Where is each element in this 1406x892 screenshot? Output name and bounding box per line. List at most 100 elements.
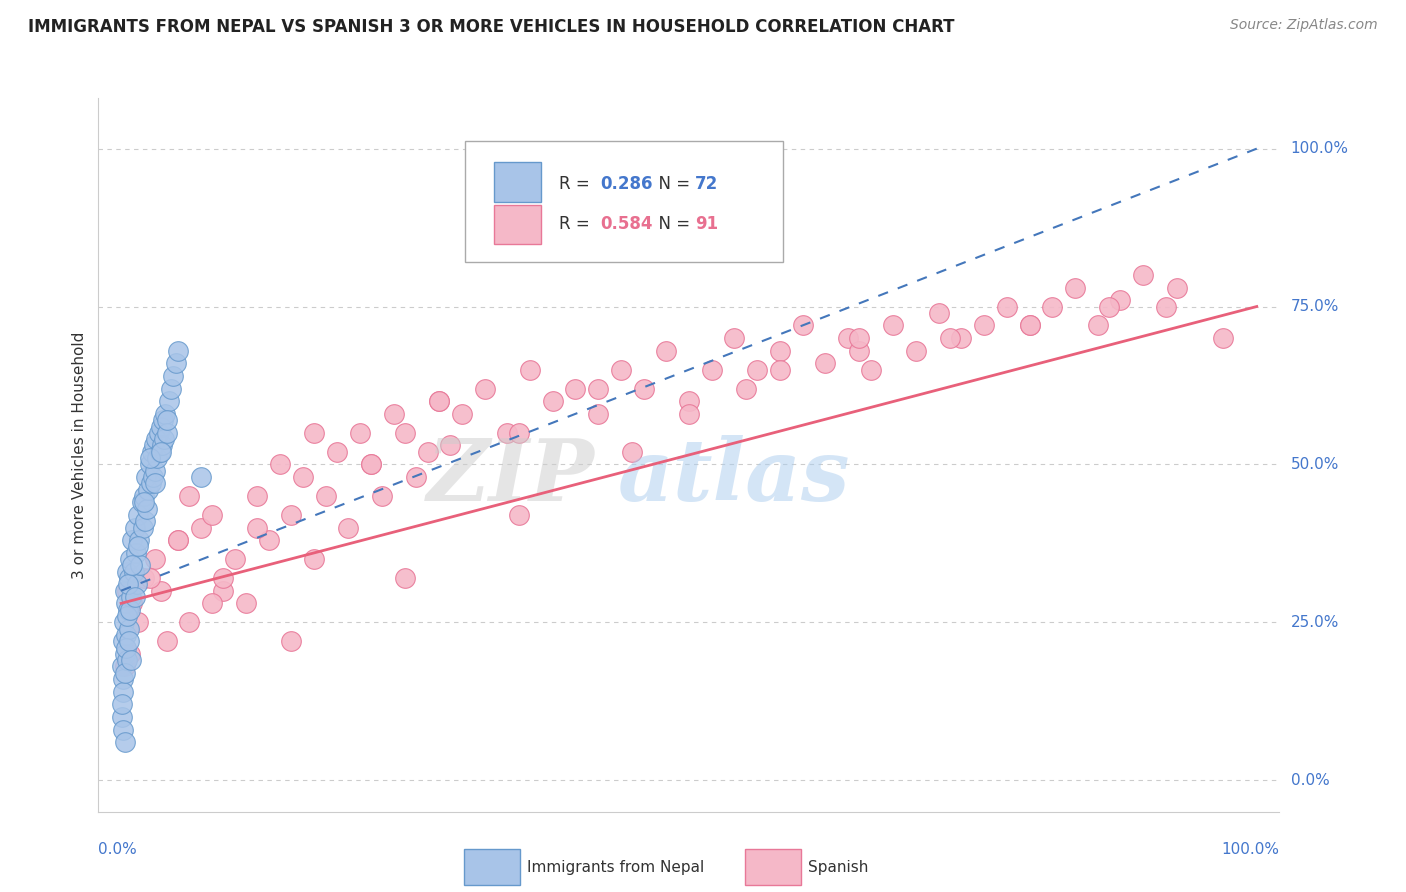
FancyBboxPatch shape: [494, 205, 541, 244]
Point: [120, 590, 142, 604]
Point: [120, 647, 142, 661]
Point: [136, 501, 159, 516]
Point: [939, 331, 962, 345]
Point: [117, 571, 139, 585]
Point: [257, 533, 280, 548]
Point: [132, 520, 155, 534]
Point: [792, 318, 814, 333]
Point: [1212, 331, 1234, 345]
Point: [394, 425, 416, 440]
Point: [143, 438, 166, 452]
Text: 91: 91: [695, 216, 718, 234]
Point: [149, 444, 172, 458]
Point: [212, 583, 235, 598]
Point: [114, 640, 136, 655]
Point: [131, 495, 153, 509]
Point: [111, 710, 134, 724]
Point: [814, 356, 837, 370]
Text: 50.0%: 50.0%: [1291, 457, 1339, 472]
Point: [121, 596, 143, 610]
Point: [427, 394, 450, 409]
Point: [118, 634, 141, 648]
Point: [190, 520, 212, 534]
Point: [745, 362, 768, 376]
Point: [127, 615, 149, 630]
Point: [111, 634, 134, 648]
Point: [371, 489, 394, 503]
Point: [129, 558, 152, 573]
Text: 0.584: 0.584: [600, 216, 652, 234]
Point: [162, 369, 184, 384]
FancyBboxPatch shape: [494, 162, 541, 202]
Point: [111, 698, 134, 712]
Point: [138, 451, 160, 466]
Point: [117, 602, 139, 616]
Text: N =: N =: [648, 216, 695, 234]
Point: [246, 520, 269, 534]
Point: [950, 331, 973, 345]
Point: [155, 425, 177, 440]
Point: [633, 382, 655, 396]
Point: [848, 331, 870, 345]
Point: [246, 489, 269, 503]
Point: [114, 735, 136, 749]
Point: [1166, 280, 1188, 294]
Point: [143, 552, 166, 566]
Point: [112, 672, 135, 686]
Point: [132, 495, 155, 509]
Point: [586, 407, 609, 421]
Point: [496, 425, 519, 440]
Point: [114, 647, 136, 661]
Text: ZIP: ZIP: [426, 434, 595, 518]
Point: [143, 464, 166, 478]
Point: [124, 520, 146, 534]
Point: [138, 483, 160, 497]
Point: [160, 382, 183, 396]
Point: [149, 419, 172, 434]
Point: [143, 476, 166, 491]
Text: IMMIGRANTS FROM NEPAL VS SPANISH 3 OR MORE VEHICLES IN HOUSEHOLD CORRELATION CHA: IMMIGRANTS FROM NEPAL VS SPANISH 3 OR MO…: [28, 18, 955, 36]
FancyBboxPatch shape: [464, 141, 783, 262]
Point: [125, 577, 148, 591]
Point: [112, 723, 135, 737]
Point: [111, 659, 134, 673]
Point: [405, 470, 427, 484]
Point: [1132, 268, 1154, 282]
Point: [905, 343, 928, 358]
Point: [315, 489, 337, 503]
Point: [859, 362, 882, 376]
Text: 100.0%: 100.0%: [1291, 141, 1348, 156]
Point: [723, 331, 745, 345]
Point: [115, 628, 138, 642]
Text: 100.0%: 100.0%: [1222, 842, 1279, 857]
Point: [291, 470, 314, 484]
Point: [882, 318, 904, 333]
Point: [118, 622, 141, 636]
Text: atlas: atlas: [619, 434, 851, 518]
Point: [621, 444, 644, 458]
Text: Source: ZipAtlas.com: Source: ZipAtlas.com: [1230, 18, 1378, 32]
Point: [134, 514, 156, 528]
Point: [1018, 318, 1040, 333]
Text: R =: R =: [560, 216, 595, 234]
Point: [212, 571, 235, 585]
Text: N =: N =: [648, 175, 695, 193]
Point: [157, 394, 180, 409]
Point: [112, 615, 135, 630]
Point: [995, 300, 1018, 314]
Text: R =: R =: [560, 175, 595, 193]
Point: [416, 444, 439, 458]
Y-axis label: 3 or more Vehicles in Household: 3 or more Vehicles in Household: [72, 331, 87, 579]
Point: [655, 343, 678, 358]
Point: [734, 382, 756, 396]
Text: 25.0%: 25.0%: [1291, 615, 1339, 630]
Point: [122, 565, 145, 579]
Point: [201, 508, 224, 522]
Point: [141, 444, 163, 458]
Point: [125, 546, 148, 560]
Point: [155, 407, 177, 421]
Point: [149, 444, 172, 458]
Point: [150, 438, 173, 452]
Point: [153, 432, 176, 446]
Point: [167, 343, 190, 358]
